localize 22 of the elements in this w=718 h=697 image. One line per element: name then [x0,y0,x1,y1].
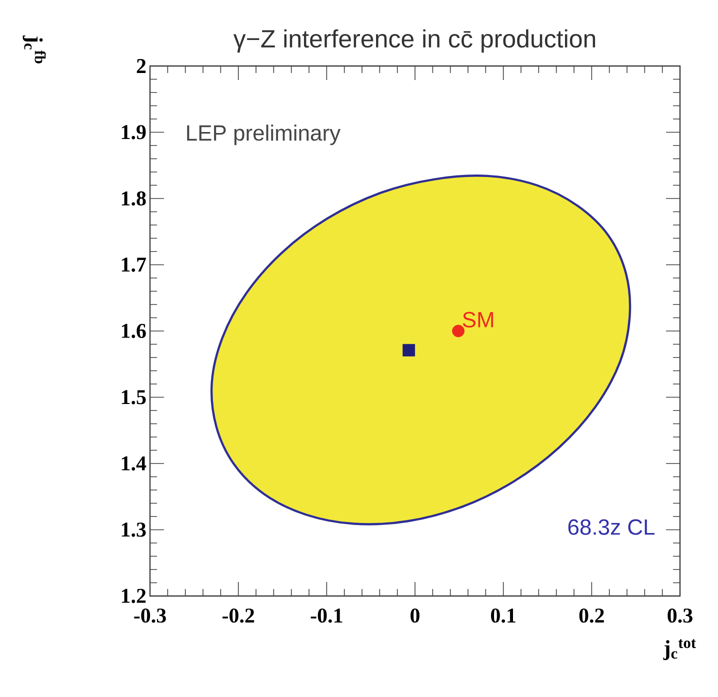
y-tick-label: 2 [136,59,146,73]
y-tick-label: 1.7 [122,258,146,272]
y-tick-label: 1.9 [122,125,146,140]
x-tick-label: 0.1 [491,608,516,623]
x-tick-label: -0.1 [310,608,342,623]
x-tick-label: 0 [410,608,420,623]
y-axis-title: j$_{c}$fb [22,35,46,64]
y-tick-label: 1.4 [122,456,146,471]
y-tick-label: 1.6 [122,324,146,338]
series-label: SM [462,312,493,328]
y-tick-label: 1.3 [122,522,146,537]
y-tick-label: 1.5 [122,390,146,404]
y-tick-label: 1.2 [122,588,146,604]
x-tick-label: 0.3 [668,608,692,623]
x-tick-label: 0.2 [579,608,604,623]
chart-title: γ−Z interference in cc̄ production [233,29,596,53]
annotation: LEP preliminary [187,124,341,146]
y-tick-label: 1.8 [122,191,146,206]
annotation: 68.3z CL [568,519,655,535]
x-axis-title: j$_{c}$tot [663,639,696,660]
x-tick-label: -0.2 [222,608,254,623]
x-tick-label: -0.3 [134,608,166,623]
